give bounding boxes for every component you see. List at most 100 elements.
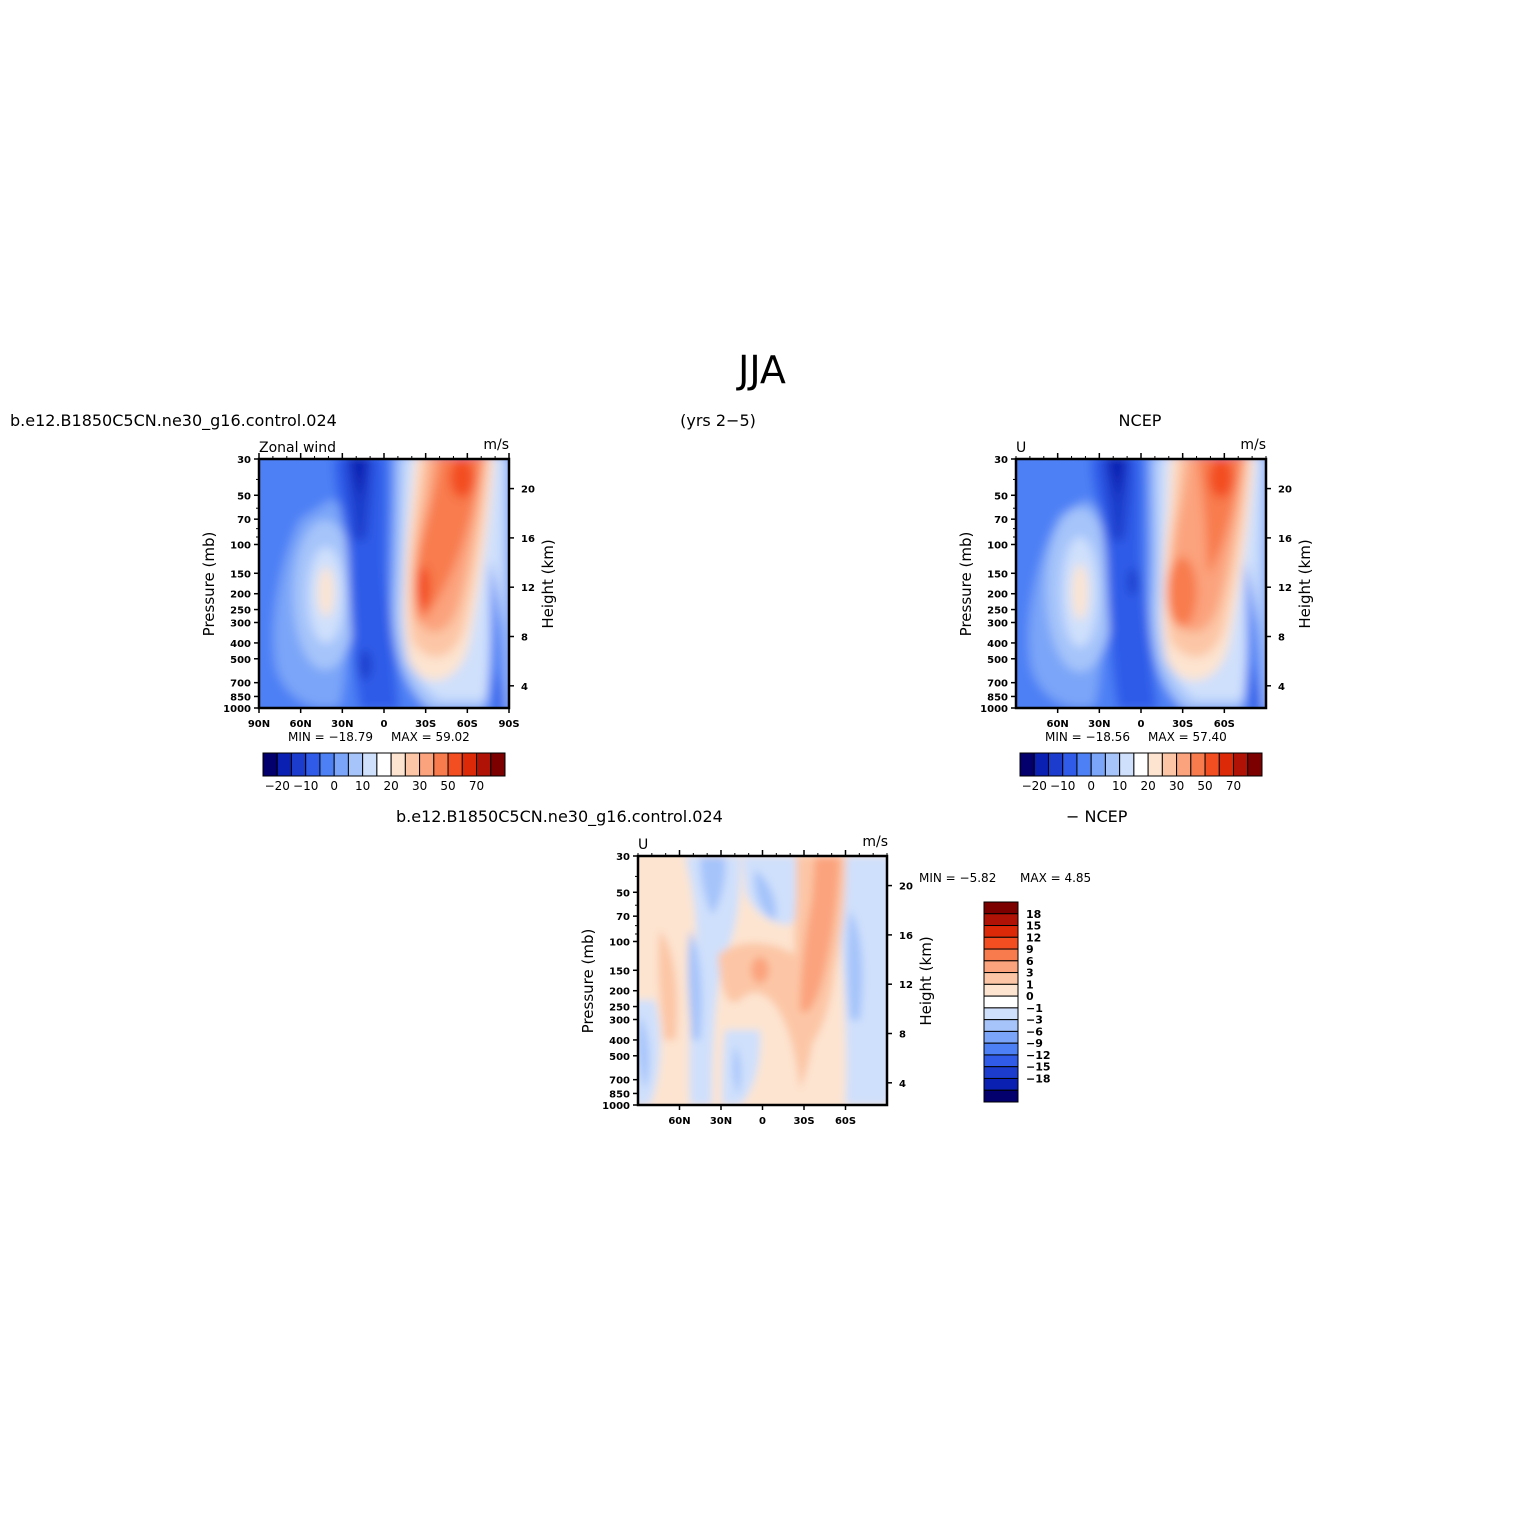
x-tick-label: 0: [1138, 719, 1145, 730]
case-name-label: b.e12.B1850C5CN.ne30_g16.control.024: [10, 411, 337, 431]
colorbar-tick-label: 70: [1226, 779, 1241, 793]
y-right-axis-title: Height (km): [539, 539, 557, 628]
colorbar-swatch: [433, 752, 449, 777]
y-tick-label: 700: [609, 1076, 630, 1087]
colorbar-tick-label: −18: [1026, 1072, 1051, 1085]
y-tick-label: 50: [237, 491, 251, 502]
contour-field-difference: [638, 856, 887, 1105]
y-tick-label: 50: [994, 491, 1008, 502]
y-tick-label: 250: [987, 606, 1008, 617]
y-right-tick-label: 16: [521, 534, 535, 545]
colorbar-tick-label: 70: [469, 779, 484, 793]
y-axis-title: Pressure (mb): [200, 532, 218, 637]
y-tick-label: 30: [237, 455, 251, 466]
colorbar-swatch: [1161, 752, 1178, 777]
y-right-tick-label: 12: [899, 980, 913, 991]
x-tick-label: 60N: [668, 1116, 690, 1127]
panel-difference: U m/s 3050701001502002503004005007008501…: [579, 834, 1091, 1127]
colorbar-swatch: [376, 752, 392, 777]
y-tick-label: 700: [230, 679, 251, 690]
y-tick-label: 70: [616, 912, 630, 923]
colorbar-swatch: [983, 1019, 1019, 1032]
panel-units: m/s: [1240, 437, 1266, 453]
colorbar-swatch: [1033, 752, 1049, 777]
colorbar-swatch: [983, 983, 1019, 997]
colorbar-swatch: [1119, 752, 1135, 777]
colorbar-tick-label: 9: [1026, 943, 1034, 956]
y-tick-label: 250: [230, 606, 251, 617]
y-tick-label: 400: [987, 639, 1008, 650]
colorbar-tick-label: 1: [1026, 978, 1034, 991]
max-label: MAX = 4.85: [1020, 871, 1091, 885]
y-tick-label: 150: [230, 569, 251, 580]
colorbar-tick-label: 15: [1026, 920, 1041, 933]
colorbar-swatch: [490, 752, 506, 777]
y-right-tick-label: 4: [899, 1079, 906, 1090]
colorbar-swatch: [319, 752, 335, 777]
colorbar-swatch: [983, 925, 1019, 938]
colorbar-swatch: [333, 752, 349, 777]
colorbar-tick-label: −6: [1026, 1025, 1043, 1038]
colorbar-tick-label: 6: [1026, 955, 1034, 968]
y-tick-label: 1000: [980, 704, 1008, 715]
colorbar-obs: −20 −10 0 10 20 30 50 70: [1019, 752, 1263, 793]
y-right-tick-label: 12: [521, 583, 535, 594]
y-right-tick-label: 8: [1278, 633, 1285, 644]
y-right-axis-title: Height (km): [917, 936, 935, 1025]
x-tick-label: 60S: [1214, 719, 1235, 730]
y-tick-label: 850: [987, 692, 1008, 703]
colorbar-swatch: [983, 948, 1019, 962]
y-tick-label: 100: [609, 937, 630, 948]
colorbar-swatch: [404, 752, 421, 777]
colorbar-tick-label: 50: [1197, 779, 1212, 793]
x-tick-label: 0: [759, 1116, 766, 1127]
y-tick-label: 100: [987, 540, 1008, 551]
diff-case-label: b.e12.B1850C5CN.ne30_g16.control.024: [396, 807, 723, 827]
colorbar-swatch: [419, 752, 435, 777]
colorbar-swatch: [1247, 752, 1263, 777]
colorbar-swatch: [983, 1054, 1019, 1068]
colorbar-swatch: [290, 752, 307, 777]
colorbar-swatch: [983, 1077, 1019, 1091]
panel-units: m/s: [483, 437, 509, 453]
y-tick-label: 300: [987, 619, 1008, 630]
y-tick-label: 50: [616, 888, 630, 899]
y-tick-label: 500: [230, 655, 251, 666]
colorbar-tick-label: 20: [1140, 779, 1155, 793]
y-tick-label: 1000: [223, 704, 251, 715]
colorbar-swatch: [983, 1089, 1019, 1103]
colorbar-swatch: [983, 995, 1019, 1009]
x-tick-label: 90N: [248, 719, 270, 730]
years-label: (yrs 2−5): [680, 411, 756, 430]
y-tick-label: 500: [987, 655, 1008, 666]
y-tick-label: 850: [230, 692, 251, 703]
colorbar-tick-label: 10: [1112, 779, 1127, 793]
colorbar-swatch: [983, 1007, 1019, 1021]
y-tick-label: 850: [609, 1089, 630, 1100]
x-tick-label: 60S: [835, 1116, 856, 1127]
colorbar-tick-label: 10: [355, 779, 370, 793]
colorbar-swatch: [1019, 752, 1035, 777]
x-tick-label: 30S: [415, 719, 436, 730]
colorbar-swatch: [476, 752, 492, 777]
colorbar-swatch: [447, 752, 463, 777]
colorbar-tick-label: 50: [440, 779, 455, 793]
y-right-tick-label: 16: [899, 931, 913, 942]
colorbar-swatch: [1090, 752, 1106, 777]
y-right-tick-label: 4: [521, 682, 528, 693]
colorbar-tick-label: −15: [1026, 1061, 1051, 1074]
panel-title-left: U: [638, 837, 648, 853]
obs-name-label: NCEP: [1119, 411, 1162, 430]
y-right-tick-label: 20: [1278, 485, 1292, 496]
colorbar-swatch: [262, 752, 278, 777]
x-tick-label: 60N: [290, 719, 312, 730]
colorbar-swatch: [1062, 752, 1078, 777]
colorbar-swatch: [1204, 752, 1220, 777]
x-tick-label: 30S: [793, 1116, 814, 1127]
x-tick-label: 60N: [1047, 719, 1069, 730]
y-tick-label: 70: [994, 515, 1008, 526]
min-label: MIN = −5.82: [919, 871, 996, 885]
colorbar-tick-label: 20: [383, 779, 398, 793]
